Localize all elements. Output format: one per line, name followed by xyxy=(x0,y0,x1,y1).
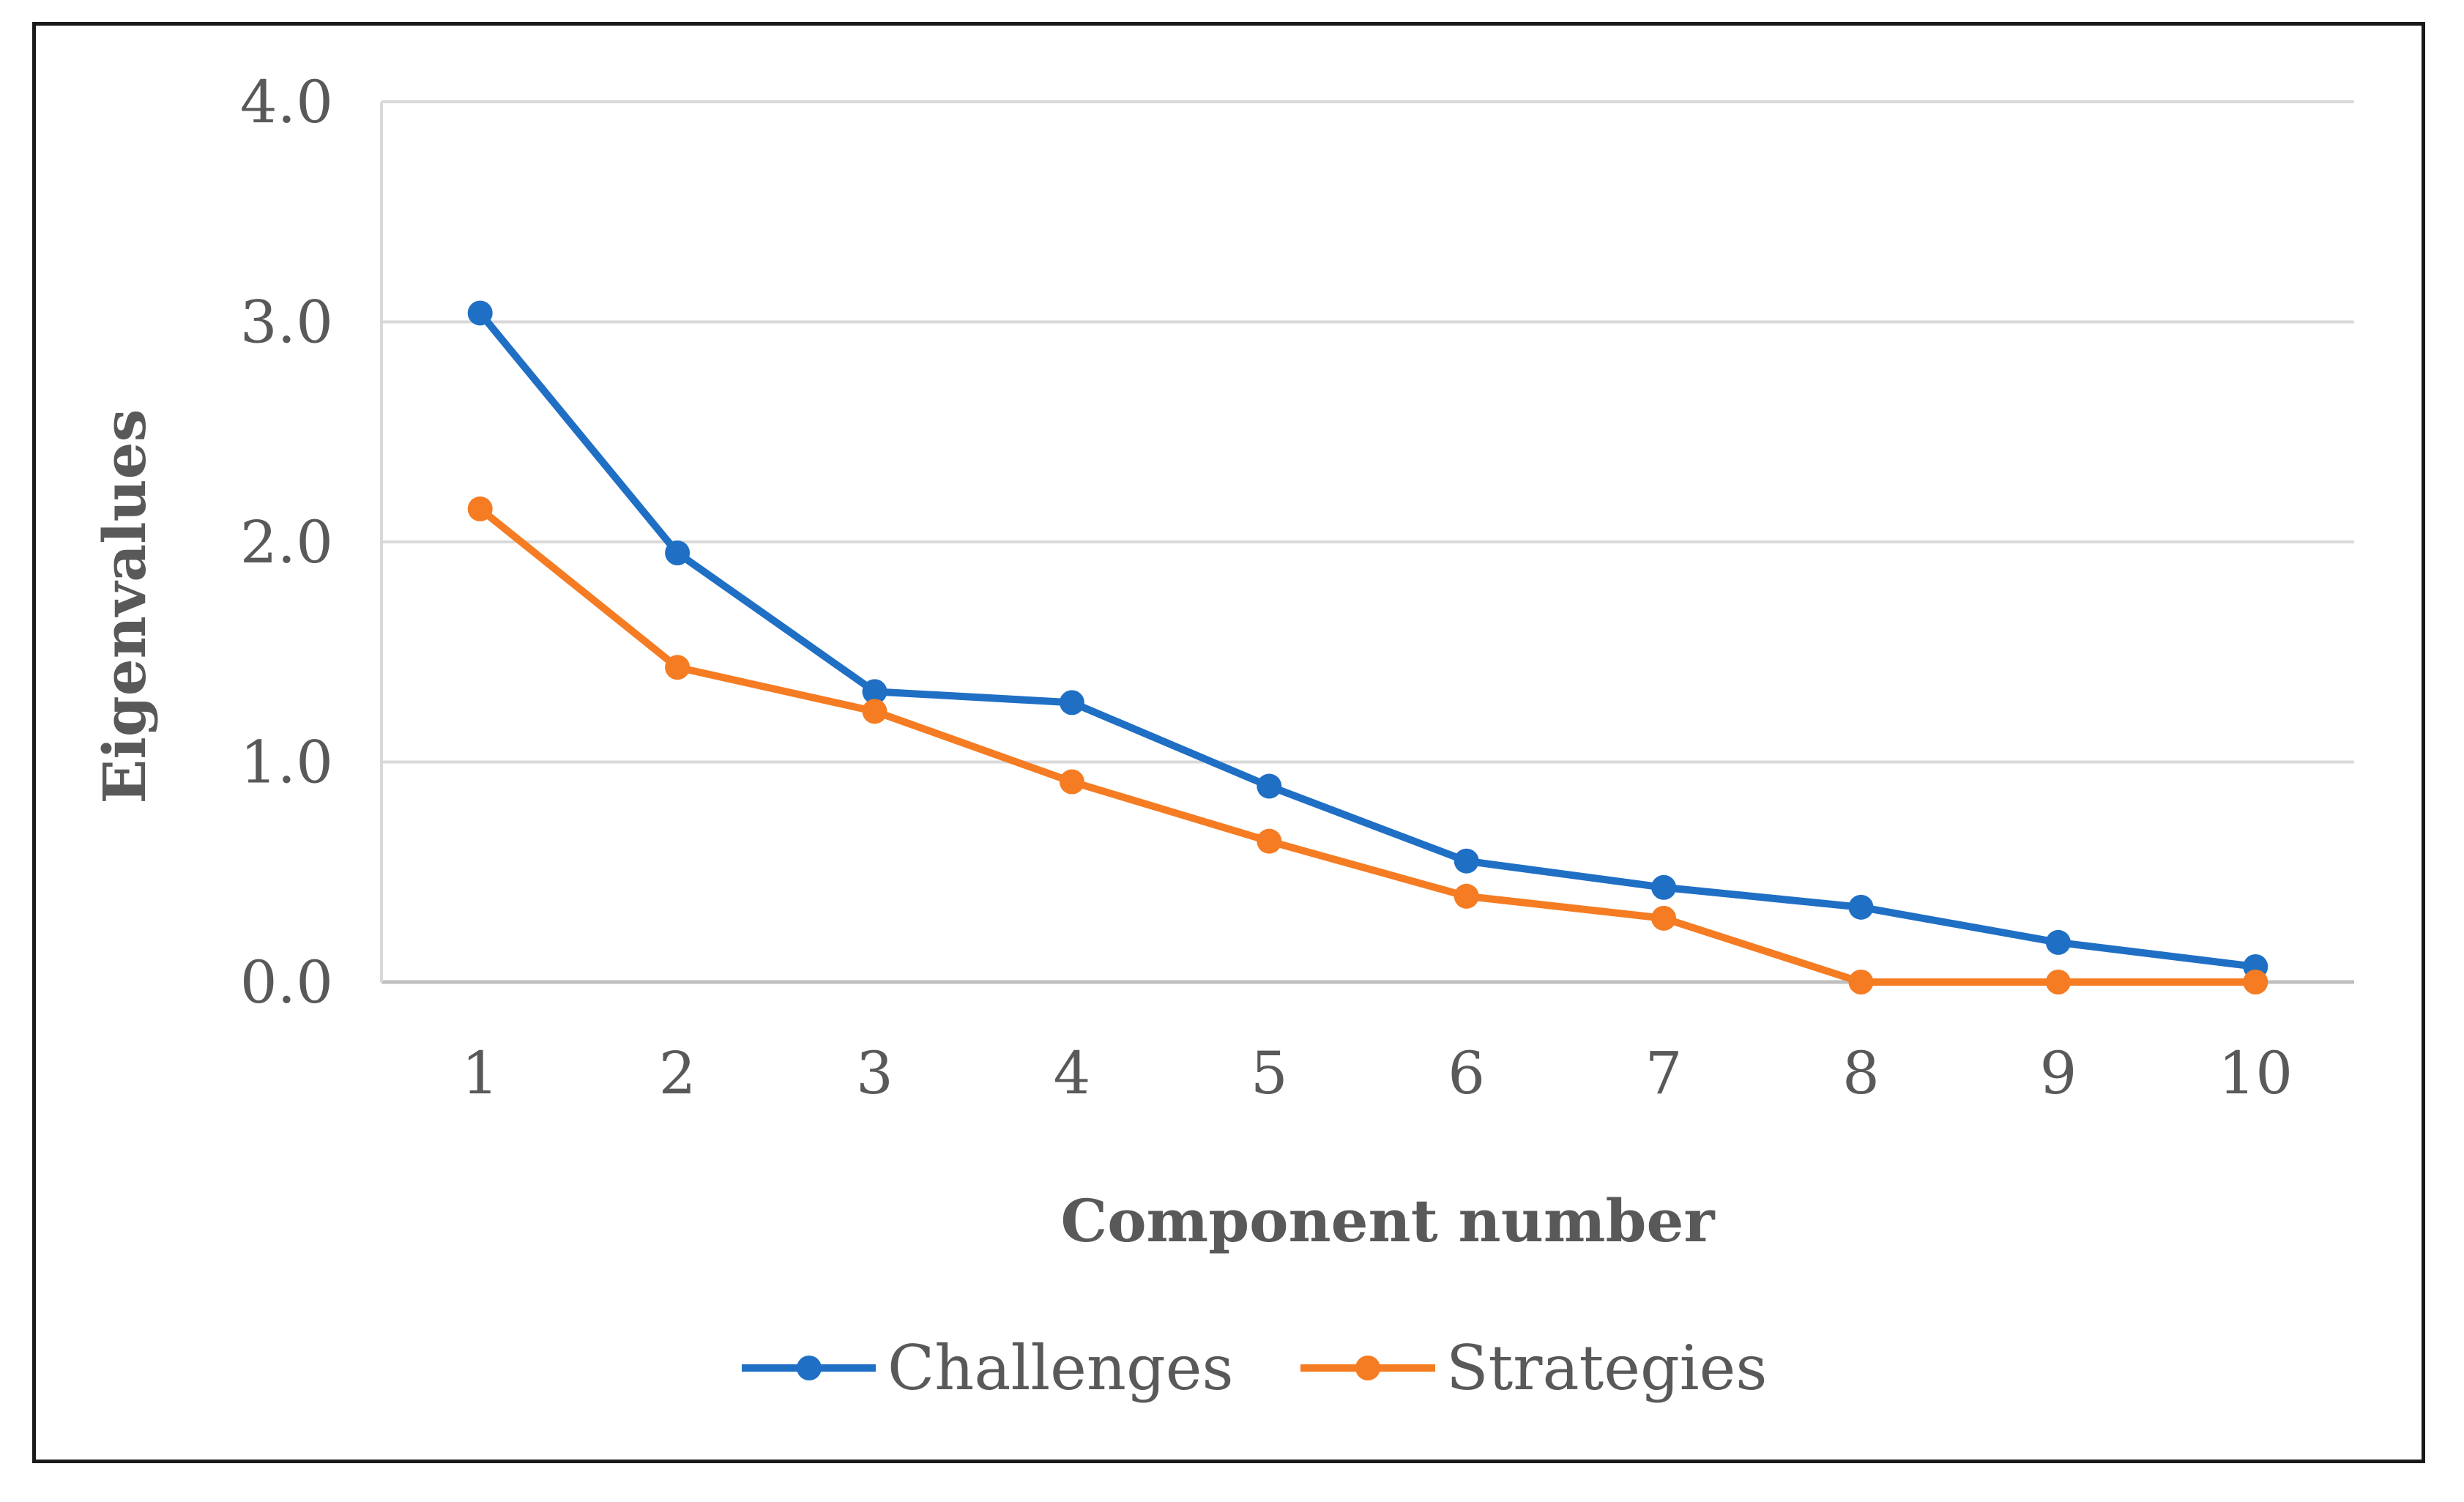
y-tick-label: 3.0 xyxy=(240,289,333,357)
data-point-challenges xyxy=(467,300,493,326)
y-axis-ticks: 0.0 1.0 2.0 3.0 4.0 xyxy=(240,68,333,1016)
legend: Challenges Strategies xyxy=(742,1332,1767,1404)
data-point-challenges xyxy=(1257,773,1282,799)
data-point-strategies xyxy=(1651,905,1677,931)
y-tick-label: 1.0 xyxy=(240,729,333,797)
data-point-challenges xyxy=(1059,690,1084,715)
y-tick-label: 4.0 xyxy=(240,68,333,136)
y-axis-title: Eigenvalues xyxy=(90,409,159,803)
data-point-strategies xyxy=(2045,970,2071,994)
legend-label-strategies: Strategies xyxy=(1446,1332,1767,1404)
legend-item-challenges: Challenges xyxy=(742,1332,1234,1404)
data-point-strategies xyxy=(1257,828,1282,854)
series-strategies xyxy=(467,496,2268,994)
data-point-challenges xyxy=(1454,848,1479,874)
legend-marker-challenges xyxy=(797,1356,822,1380)
y-tick-label: 0.0 xyxy=(240,948,333,1016)
data-point-strategies xyxy=(1848,970,1874,994)
data-point-strategies xyxy=(665,655,691,680)
data-point-strategies xyxy=(862,699,887,724)
legend-item-strategies: Strategies xyxy=(1300,1332,1767,1404)
data-point-strategies xyxy=(467,496,493,521)
data-point-strategies xyxy=(1059,769,1084,795)
x-tick-label: 10 xyxy=(2218,1039,2293,1107)
series-challenges xyxy=(467,300,2268,979)
x-tick-label: 7 xyxy=(1645,1039,1683,1107)
series-line-strategies xyxy=(476,505,2260,986)
x-tick-label: 3 xyxy=(856,1039,893,1107)
series-lines xyxy=(467,300,2268,994)
data-point-challenges xyxy=(2045,929,2071,955)
x-tick-label: 5 xyxy=(1251,1039,1288,1107)
x-tick-label: 6 xyxy=(1448,1039,1485,1107)
data-point-challenges xyxy=(1651,874,1677,900)
x-tick-label: 1 xyxy=(461,1039,499,1107)
data-point-strategies xyxy=(1454,883,1479,909)
x-axis-title: Component number xyxy=(1061,1186,1716,1255)
data-point-challenges xyxy=(665,540,691,566)
x-tick-label: 9 xyxy=(2039,1039,2077,1107)
y-tick-label: 2.0 xyxy=(240,508,333,576)
data-point-strategies xyxy=(2243,970,2268,994)
data-point-challenges xyxy=(1848,894,1874,920)
data-point-challenges xyxy=(862,679,887,704)
x-tick-label: 4 xyxy=(1053,1039,1090,1107)
legend-marker-strategies xyxy=(1355,1356,1380,1380)
x-tick-label: 2 xyxy=(659,1039,696,1107)
x-tick-label: 8 xyxy=(1842,1039,1880,1107)
series-line-challenges xyxy=(476,309,2260,970)
legend-label-challenges: Challenges xyxy=(887,1332,1234,1404)
chart-frame xyxy=(32,22,2425,1463)
x-axis-ticks: 1 2 3 4 5 6 7 8 9 10 xyxy=(461,1039,2293,1107)
